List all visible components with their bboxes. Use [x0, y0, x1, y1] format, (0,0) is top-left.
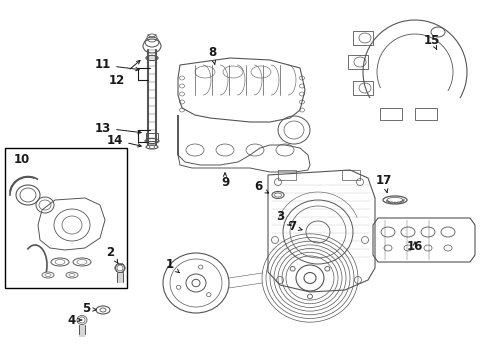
Bar — [353, 81, 373, 95]
Bar — [380, 108, 402, 120]
Text: 1: 1 — [166, 258, 179, 273]
Text: 13: 13 — [95, 122, 141, 135]
Text: 15: 15 — [424, 33, 440, 49]
Bar — [353, 31, 373, 45]
Text: 6: 6 — [254, 180, 269, 194]
Bar — [5, 148, 127, 288]
Text: 8: 8 — [208, 45, 216, 64]
Text: 12: 12 — [109, 60, 140, 86]
Text: 9: 9 — [221, 173, 229, 189]
Text: 7: 7 — [288, 220, 302, 234]
Text: 14: 14 — [107, 134, 141, 147]
Bar — [348, 55, 368, 69]
Bar — [342, 170, 360, 180]
Text: 11: 11 — [95, 58, 139, 72]
Bar — [415, 108, 437, 120]
Text: 2: 2 — [106, 246, 118, 264]
Bar — [146, 133, 158, 141]
Text: 16: 16 — [407, 240, 423, 253]
Text: 17: 17 — [376, 174, 392, 192]
Bar — [278, 170, 296, 180]
Text: 5: 5 — [82, 302, 96, 315]
Text: 10: 10 — [14, 153, 30, 166]
Text: 3: 3 — [276, 211, 291, 226]
Text: 4: 4 — [68, 314, 82, 327]
